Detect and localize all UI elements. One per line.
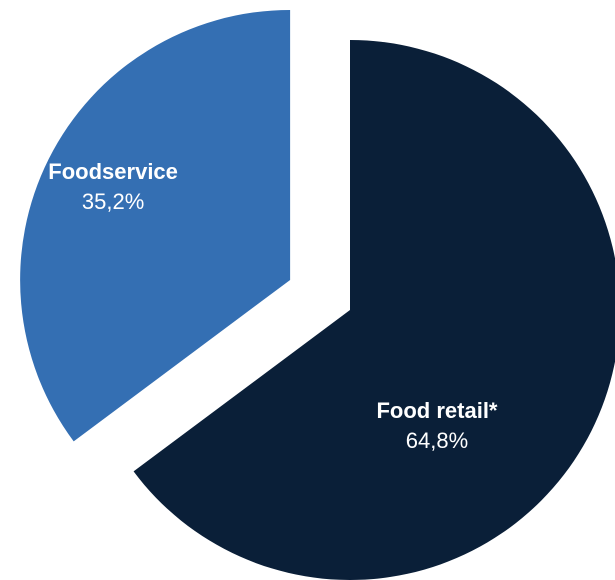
slice-label-foodservice: Foodservice (48, 159, 178, 184)
slice-value-food-retail: 64,8% (406, 428, 468, 453)
slice-value-foodservice: 35,2% (82, 189, 144, 214)
pie-labels: Food retail* 64,8% Foodservice 35,2% (48, 159, 498, 453)
pie-slices (20, 9, 615, 580)
pie-slice-food-retail (133, 40, 615, 580)
slice-label-food-retail: Food retail* (376, 398, 497, 423)
pie-slice-foodservice (20, 9, 291, 442)
